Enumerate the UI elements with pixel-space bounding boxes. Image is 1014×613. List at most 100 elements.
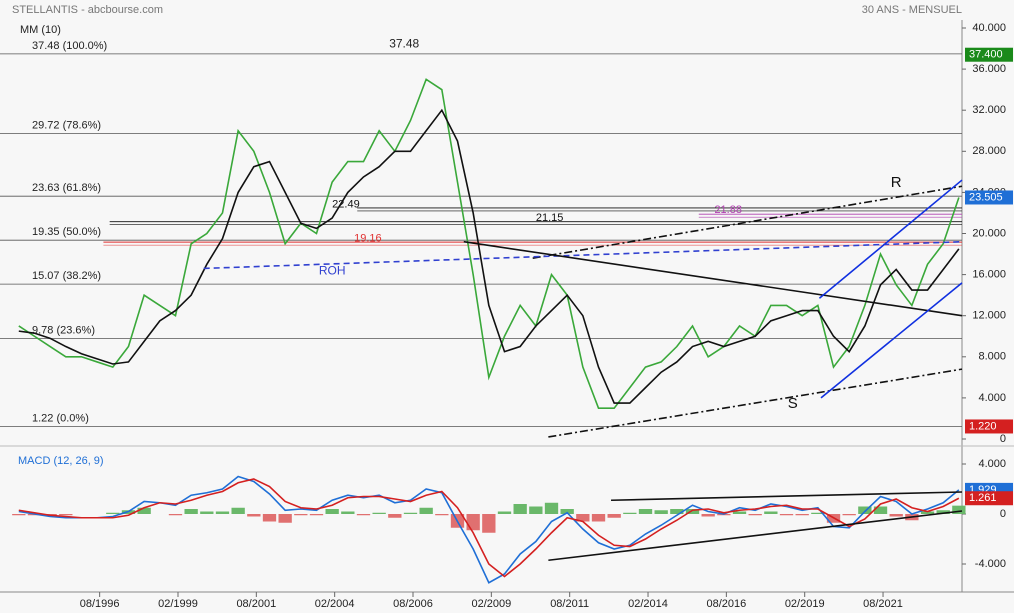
fib-label: 23.63 (61.8%) <box>32 182 101 194</box>
histogram-bar <box>137 507 151 514</box>
x-tick-label: 02/2019 <box>785 598 825 610</box>
x-tick-label: 08/2011 <box>550 598 589 610</box>
level-label: 21.88 <box>714 204 742 216</box>
annotation: R <box>891 174 902 191</box>
histogram-bar <box>325 509 339 514</box>
price-tag-label: 1.261 <box>969 492 997 504</box>
histogram-bar <box>184 509 198 514</box>
fib-label: 9.78 (23.6%) <box>32 324 95 336</box>
histogram-bar <box>952 505 966 514</box>
x-tick-label: 08/1996 <box>80 598 120 610</box>
histogram-bar <box>858 506 872 514</box>
price-tag-label: 37.400 <box>969 49 1003 61</box>
histogram-bar <box>842 514 856 516</box>
y-tick-label: 8.000 <box>978 351 1006 363</box>
histogram-bar <box>59 514 73 516</box>
y-tick-label: 32.000 <box>972 104 1006 116</box>
histogram-bar <box>12 514 26 516</box>
histogram-bar <box>262 514 277 522</box>
histogram-bar <box>247 514 261 517</box>
trendline <box>548 368 963 438</box>
y-tick-label: 40.000 <box>972 22 1006 34</box>
histogram-bar <box>576 514 590 522</box>
trendline <box>203 240 963 270</box>
histogram-bar <box>513 504 527 514</box>
histogram-bar <box>341 511 355 514</box>
trendline <box>818 179 963 299</box>
histogram-bar <box>873 506 888 514</box>
x-tick-label: 08/2006 <box>393 598 433 610</box>
histogram-bar <box>685 509 700 514</box>
histogram-bar <box>732 511 747 514</box>
level-label: 22.49 <box>332 199 360 211</box>
histogram-bar <box>388 514 402 518</box>
fib-label: 29.72 (78.6%) <box>32 120 101 132</box>
histogram-bar <box>497 511 512 514</box>
annotation: 37.48 <box>389 37 419 51</box>
y-tick-label: 4.000 <box>978 392 1006 404</box>
trendline <box>611 491 963 502</box>
fib-label: 19.35 (50.0%) <box>32 226 101 238</box>
price-tag <box>965 491 1013 506</box>
price-tag <box>965 190 1013 205</box>
histogram-bar <box>529 506 543 514</box>
histogram-bar <box>168 514 183 516</box>
annotation: ROH <box>319 264 346 278</box>
chart-subtitle: 30 ANS - MENSUEL <box>862 4 962 16</box>
y-tick-label: 36.000 <box>972 63 1006 75</box>
series-line <box>18 108 960 404</box>
y-tick-label: 12.000 <box>972 310 1006 322</box>
chart-title: STELLANTIS - abcbourse.com <box>12 4 163 16</box>
histogram-bar <box>670 509 684 514</box>
histogram-bar <box>889 514 903 517</box>
histogram-bar <box>482 514 496 533</box>
y-tick-label: 20.000 <box>972 227 1006 239</box>
indicator-label: MM (10) <box>20 24 61 36</box>
trendline <box>548 510 963 562</box>
y-tick-label: -4.000 <box>975 558 1006 570</box>
histogram-bar <box>936 510 950 514</box>
histogram-bar <box>795 514 809 516</box>
histogram-bar <box>231 507 245 514</box>
histogram-bar <box>435 514 449 516</box>
y-tick-label: 0 <box>1000 433 1006 445</box>
histogram-bar <box>215 511 230 514</box>
price-tag <box>965 419 1013 434</box>
histogram-bar <box>403 512 418 514</box>
x-tick-label: 02/2009 <box>471 598 511 610</box>
histogram-bar <box>811 512 825 514</box>
y-tick-label: 16.000 <box>972 269 1006 281</box>
series-line <box>18 78 960 409</box>
annotation: S <box>788 395 798 412</box>
series-line <box>18 478 960 578</box>
y-tick-label: 28.000 <box>972 145 1006 157</box>
histogram-bar <box>701 514 715 517</box>
histogram-bar <box>356 514 371 516</box>
y-tick-label: 4.000 <box>978 458 1006 470</box>
level-label: 19.16 <box>354 233 382 245</box>
fib-label: 37.48 (100.0%) <box>32 40 107 52</box>
histogram-bar <box>200 511 214 514</box>
histogram-bar <box>544 502 559 514</box>
y-tick-label: 0 <box>1000 508 1006 520</box>
x-tick-label: 02/2014 <box>628 598 668 610</box>
histogram-bar <box>654 510 668 514</box>
fib-label: 1.22 (0.0%) <box>32 412 89 424</box>
histogram-bar <box>106 512 120 514</box>
level-label: 21.15 <box>536 212 564 224</box>
price-tag-label: 1.220 <box>969 420 997 432</box>
series-line <box>18 475 960 584</box>
histogram-bar <box>764 511 778 514</box>
histogram-bar <box>591 514 606 522</box>
histogram-bar <box>623 512 637 514</box>
price-tag-label: 23.505 <box>969 191 1003 203</box>
x-tick-label: 08/2016 <box>706 598 746 610</box>
macd-title: MACD (12, 26, 9) <box>18 455 104 467</box>
trendline <box>820 282 963 399</box>
histogram-bar <box>920 511 935 514</box>
histogram-bar <box>278 514 292 523</box>
x-tick-label: 02/1999 <box>158 598 198 610</box>
